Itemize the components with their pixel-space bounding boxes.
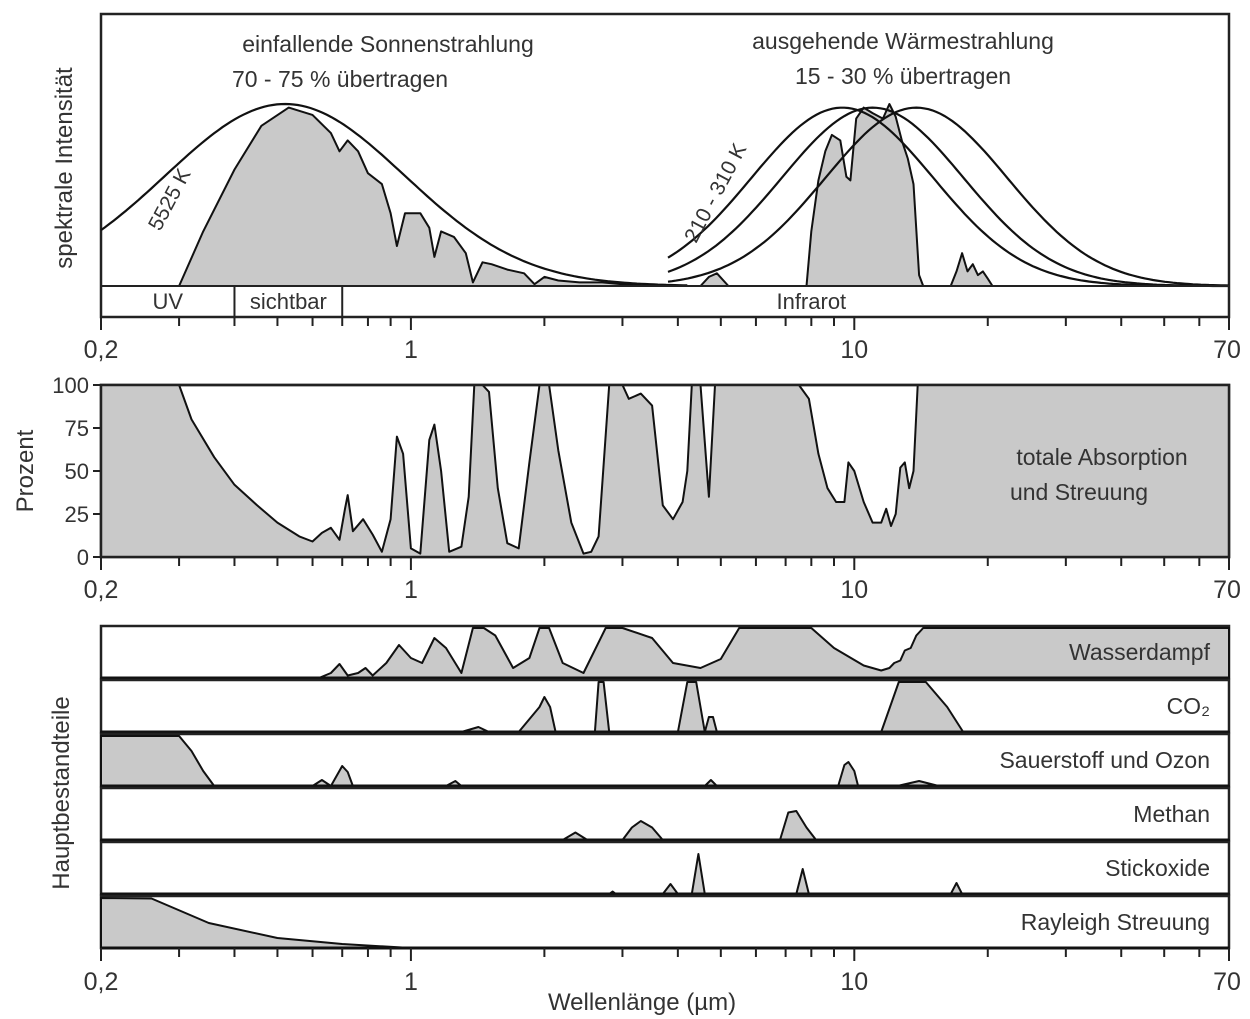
absorption-y-label: Prozent xyxy=(12,429,39,512)
x-tick-label: 10 xyxy=(840,336,868,364)
constituent-label: Stickoxide xyxy=(1105,855,1210,881)
transmitted-radiation-layer xyxy=(178,103,994,287)
x-tick-label: 0,2 xyxy=(84,576,119,604)
absorption-y-ticks: 0 25 50 75 100 xyxy=(52,373,101,570)
constituents-panel: Wasserdampf CO₂ Sauerstoff und Ozon Methan S… xyxy=(48,624,1241,1016)
band-label: UV xyxy=(152,289,183,314)
blackbody-curve-earth-2 xyxy=(667,106,1229,287)
y-tick-label: 75 xyxy=(65,416,89,441)
blackbody-curve-5525k xyxy=(100,102,688,287)
solar-title: einfallende Sonnenstrahlung xyxy=(242,31,534,57)
constituent-label: Methan xyxy=(1133,801,1210,827)
intensity-panel: UV sichtbar Infrarot einfallende Sonnenstr… xyxy=(51,12,1241,364)
constituents-y-label: Hauptbestandteile xyxy=(48,696,75,889)
blackbody-curve-earth-3 xyxy=(667,106,1230,287)
x-tick-label: 10 xyxy=(840,576,868,604)
constituents-x-ticks xyxy=(100,948,1230,961)
x-tick-label: 1 xyxy=(404,576,418,604)
transmitted-thermal-area xyxy=(699,103,994,287)
constituent-area xyxy=(100,681,1230,733)
y-tick-label: 0 xyxy=(77,545,89,570)
x-tick-label: 70 xyxy=(1213,576,1241,604)
absorption-x-ticks xyxy=(100,557,1230,570)
x-tick-label: 0,2 xyxy=(84,336,119,364)
band-label: sichtbar xyxy=(250,289,327,314)
absorption-area xyxy=(100,384,1230,558)
spectral-bands: UV sichtbar Infrarot xyxy=(152,286,846,317)
constituent-label: Rayleigh Streuung xyxy=(1021,909,1210,935)
constituent-area xyxy=(100,627,1230,679)
absorption-label-line1: totale Absorption xyxy=(1016,444,1187,470)
x-tick-label: 70 xyxy=(1213,336,1241,364)
x-tick-label: 1 xyxy=(404,968,418,996)
intensity-x-ticks xyxy=(100,317,1230,330)
thermal-subtitle: 15 - 30 % übertragen xyxy=(795,63,1011,89)
constituents-x-tick-labels: 0,2 1 10 70 xyxy=(84,968,1241,996)
absorption-x-tick-labels: 0,2 1 10 70 xyxy=(84,576,1241,604)
intensity-y-label: spektrale Intensität xyxy=(51,67,78,269)
strip-frame xyxy=(99,678,1231,734)
absorption-panel: 0 25 50 75 100 totale Absorption und Streuun… xyxy=(12,373,1241,604)
x-axis-label: Wellenlänge (µm) xyxy=(548,989,736,1016)
constituent-strips: Wasserdampf CO₂ Sauerstoff und Ozon Methan S… xyxy=(99,624,1231,950)
y-tick-label: 100 xyxy=(52,373,89,398)
y-tick-label: 25 xyxy=(65,502,89,527)
x-tick-label: 1 xyxy=(404,336,418,364)
x-tick-label: 10 xyxy=(840,968,868,996)
solar-subtitle: 70 - 75 % übertragen xyxy=(232,66,448,92)
x-tick-label: 70 xyxy=(1213,968,1241,996)
constituent-label: Wasserdampf xyxy=(1069,639,1211,665)
x-tick-label: 0,2 xyxy=(84,968,119,996)
intensity-x-tick-labels: 0,2 1 10 70 xyxy=(84,336,1241,364)
thermal-title: ausgehende Wärmestrahlung xyxy=(752,28,1054,54)
band-label: Infrarot xyxy=(776,289,846,314)
constituent-label: Sauerstoff und Ozon xyxy=(999,747,1210,773)
strip-frame xyxy=(99,786,1231,842)
constituent-label: CO₂ xyxy=(1167,693,1210,719)
y-tick-label: 50 xyxy=(65,459,89,484)
constituent-area xyxy=(100,810,1230,841)
absorption-label-line2: und Streuung xyxy=(1010,479,1148,505)
strip-frame xyxy=(99,840,1231,896)
transmitted-solar-area xyxy=(178,106,674,287)
